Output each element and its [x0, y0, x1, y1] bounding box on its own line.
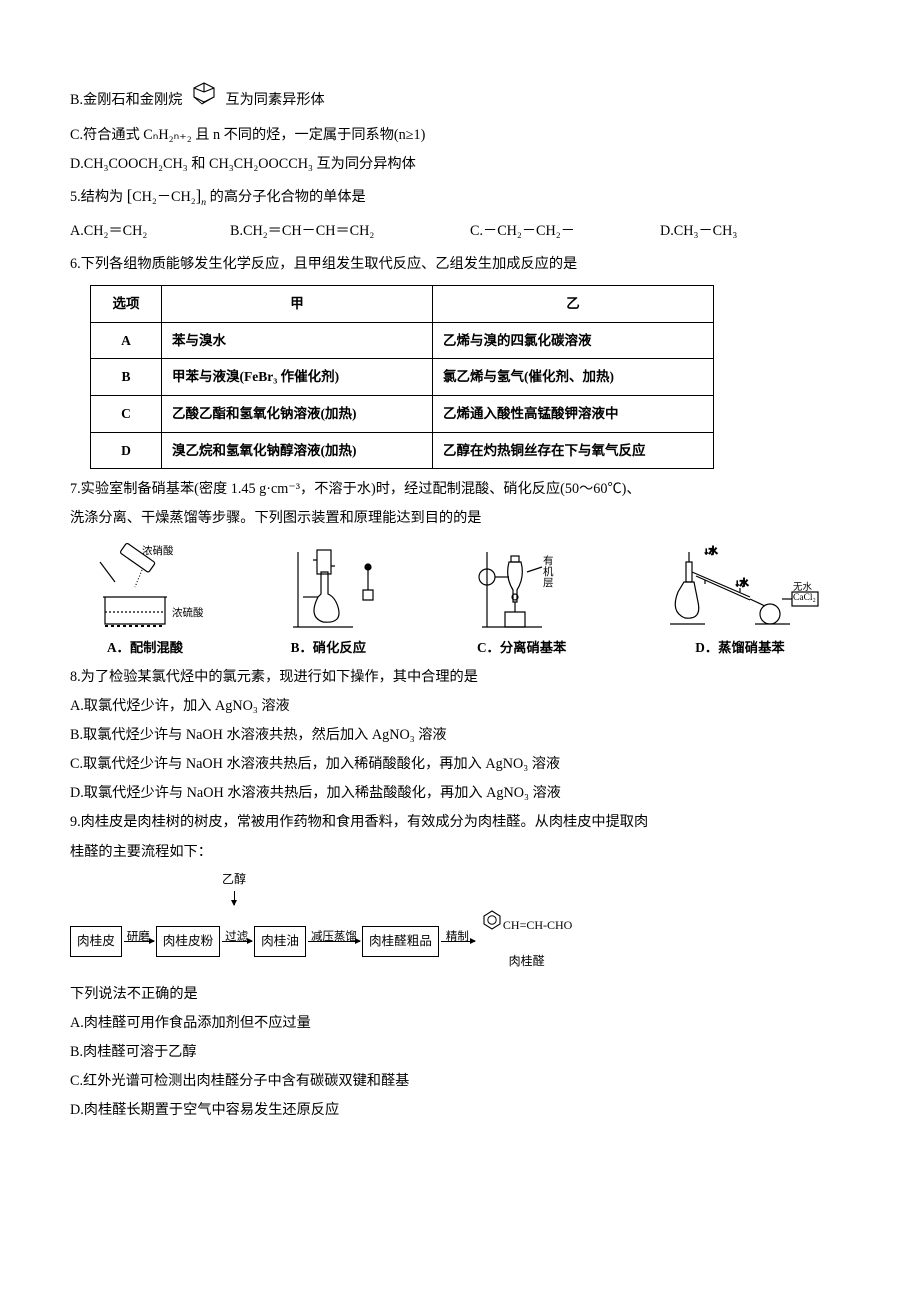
- svg-text:↓水: ↓水: [704, 545, 718, 556]
- cell-jia: 甲苯与液溴(FeBr₃ 作催化剂): [162, 359, 433, 396]
- cell-jia: 溴乙烷和氢氧化钠醇溶液(加热): [162, 432, 433, 469]
- reflux-icon: [263, 542, 393, 632]
- apparatus-d: ↓水 ↓水 无水CaCl₂ D．蒸馏硝基苯: [650, 542, 830, 661]
- th-option: 选项: [91, 286, 162, 323]
- q9-option-c: C.红外光谱可检测出肉桂醛分子中含有碳碳双键和醛基: [70, 1067, 840, 1096]
- arrow-label-3: 减压蒸馏: [311, 926, 357, 950]
- svg-text:↓水: ↓水: [735, 577, 749, 588]
- cell-jia: 乙酸乙酯和氢氧化钠溶液(加热): [162, 396, 433, 433]
- q4-b-pre: B.金刚石和金刚烷: [70, 92, 182, 108]
- q4-option-d: D.CH₃COOCH₂CH₃ 和 CH₃CH₂OOCCH₃ 互为同分异构体: [70, 150, 840, 179]
- q5-stem-post: 的高分子化合物的单体是: [210, 189, 366, 205]
- apparatus-label-c: C．分离硝基苯: [477, 634, 566, 661]
- organic-label: 有机层: [543, 554, 554, 589]
- q9-stem-3: 下列说法不正确的是: [70, 980, 840, 1009]
- adamantane-icon: [188, 80, 220, 121]
- q9-option-d: D.肉桂醛长期置于空气中容易发生还原反应: [70, 1096, 840, 1125]
- table-row: C 乙酸乙酯和氢氧化钠溶液(加热) 乙烯通入酸性高锰酸钾溶液中: [91, 396, 714, 433]
- q9-stem-2: 桂醛的主要流程如下：: [70, 838, 840, 867]
- th-jia: 甲: [162, 286, 433, 323]
- cell-opt: B: [91, 359, 162, 396]
- table-row: A 苯与溴水 乙烯与溴的四氯化碳溶液: [91, 322, 714, 359]
- apparatus-label-b: B．硝化反应: [291, 634, 366, 661]
- ethanol-label: 乙醇: [222, 867, 246, 892]
- q5-stem: 5.结构为 [CH₂－CH₂]n 的高分子化合物的单体是: [70, 179, 840, 212]
- arrow-label-1: 研磨: [127, 926, 150, 950]
- cell-opt: A: [91, 322, 162, 359]
- benzene-icon: [481, 909, 503, 941]
- apparatus-label-d: D．蒸馏硝基苯: [695, 634, 784, 661]
- arrow-icon: 过滤: [222, 941, 252, 942]
- q8-option-d: D.取氯代烃少许与 NaOH 水溶液共热后，加入稀盐酸酸化，再加入 AgNO₃ …: [70, 779, 840, 808]
- th-yi: 乙: [433, 286, 714, 323]
- product-name: 肉桂醛: [509, 949, 545, 974]
- table-row: 选项 甲 乙: [91, 286, 714, 323]
- product-formula: CH=CH-CHO: [503, 913, 572, 938]
- nitric-label: 浓硝酸: [142, 544, 174, 557]
- apparatus-label-a: A．配制混酸: [107, 634, 183, 661]
- q5-option-d: D.CH₃－CH₃: [660, 217, 810, 246]
- flow-box-2: 肉桂皮粉: [156, 926, 220, 958]
- q4-option-b: B.金刚石和金刚烷 互为同素异形体: [70, 80, 840, 121]
- cell-yi: 乙烯通入酸性高锰酸钾溶液中: [433, 396, 714, 433]
- q5-option-b: B.CH₂＝CH－CH＝CH₂: [230, 217, 470, 246]
- q9-stem-1: 9.肉桂皮是肉桂树的树皮，常被用作药物和食用香料，有效成分为肉桂醛。从肉桂皮中提…: [70, 808, 840, 837]
- arrow-icon: 减压蒸馏: [308, 941, 360, 942]
- cell-jia: 苯与溴水: [162, 322, 433, 359]
- q5-stem-pre: 5.结构为: [70, 189, 123, 205]
- q4-option-c: C.符合通式 CₙH₂ₙ₊₂ 且 n 不同的烃，一定属于同系物(n≥1): [70, 121, 840, 150]
- q4-b-post: 互为同素异形体: [225, 92, 324, 108]
- q8-option-c: C.取氯代烃少许与 NaOH 水溶液共热后，加入稀硝酸酸化，再加入 AgNO₃ …: [70, 750, 840, 779]
- apparatus-b: B．硝化反应: [263, 542, 393, 661]
- apparatus-c: 有机层 C．分离硝基苯: [447, 542, 597, 661]
- q6-table: 选项 甲 乙 A 苯与溴水 乙烯与溴的四氯化碳溶液 B 甲苯与液溴(FeBr₃ …: [90, 285, 714, 469]
- poly-n: n: [201, 197, 206, 208]
- cell-yi: 氯乙烯与氢气(催化剂、加热): [433, 359, 714, 396]
- flow-box-4: 肉桂醛粗品: [362, 926, 439, 958]
- q5-option-c: C.－CH₂－CH₂－: [470, 217, 660, 246]
- cell-yi: 乙烯与溴的四氯化碳溶液: [433, 322, 714, 359]
- flow-box-1: 肉桂皮: [70, 926, 122, 958]
- flowchart: 肉桂皮 研磨 肉桂皮粉 过滤 肉桂油 减压蒸馏 肉桂醛粗品 精制 CH=CH-C…: [70, 909, 840, 973]
- arrow-icon: 精制: [441, 941, 475, 942]
- q9-option-b: B.肉桂醛可溶于乙醇: [70, 1038, 840, 1067]
- q7-stem-2: 洗涤分离、干燥蒸馏等步骤。下列图示装置和原理能达到目的的是: [70, 504, 840, 533]
- q7-stem-1: 7.实验室制备硝基苯(密度 1.45 g·cm⁻³，不溶于水)时，经过配制混酸、…: [70, 475, 840, 504]
- apparatus-a: 浓硝酸 浓硫酸 A．配制混酸: [80, 542, 210, 661]
- cell-opt: C: [91, 396, 162, 433]
- q8-option-b: B.取氯代烃少许与 NaOH 水溶液共热，然后加入 AgNO₃ 溶液: [70, 721, 840, 750]
- q8-stem: 8.为了检验某氯代烃中的氯元素，现进行如下操作，其中合理的是: [70, 663, 840, 692]
- q9-option-a: A.肉桂醛可用作食品添加剂但不应过量: [70, 1009, 840, 1038]
- arrow-label-4: 精制: [446, 926, 469, 950]
- table-row: D 溴乙烷和氢氧化钠醇溶液(加热) 乙醇在灼热铜丝存在下与氧气反应: [91, 432, 714, 469]
- arrow-label-2: 过滤: [225, 926, 248, 950]
- polymer-formula: [CH₂－CH₂]n: [127, 189, 210, 205]
- product: CH=CH-CHO 肉桂醛: [481, 909, 572, 973]
- q5-options: A.CH₂＝CH₂ B.CH₂＝CH－CH＝CH₂ C.－CH₂－CH₂－ D.…: [70, 217, 840, 246]
- q5-option-a: A.CH₂＝CH₂: [70, 217, 230, 246]
- ethanol-arrow: 乙醇: [222, 867, 246, 906]
- cell-yi: 乙醇在灼热铜丝存在下与氧气反应: [433, 432, 714, 469]
- poly-unit: CH₂－CH₂: [132, 189, 196, 205]
- beaker-pour-icon: 浓硝酸 浓硫酸: [80, 542, 210, 632]
- separating-funnel-icon: 有机层: [447, 542, 597, 632]
- flow-box-3: 肉桂油: [254, 926, 306, 958]
- arrow-icon: 研磨: [124, 941, 154, 942]
- q6-stem: 6.下列各组物质能够发生化学反应，且甲组发生取代反应、乙组发生加成反应的是: [70, 250, 840, 279]
- q8-option-a: A.取氯代烃少许，加入 AgNO₃ 溶液: [70, 692, 840, 721]
- sulfuric-label: 浓硫酸: [172, 606, 204, 619]
- apparatus-row: 浓硝酸 浓硫酸 A．配制混酸 B．硝化反应: [70, 542, 840, 661]
- table-row: B 甲苯与液溴(FeBr₃ 作催化剂) 氯乙烯与氢气(催化剂、加热): [91, 359, 714, 396]
- cell-opt: D: [91, 432, 162, 469]
- distillation-icon: ↓水 ↓水 无水CaCl₂: [650, 542, 830, 632]
